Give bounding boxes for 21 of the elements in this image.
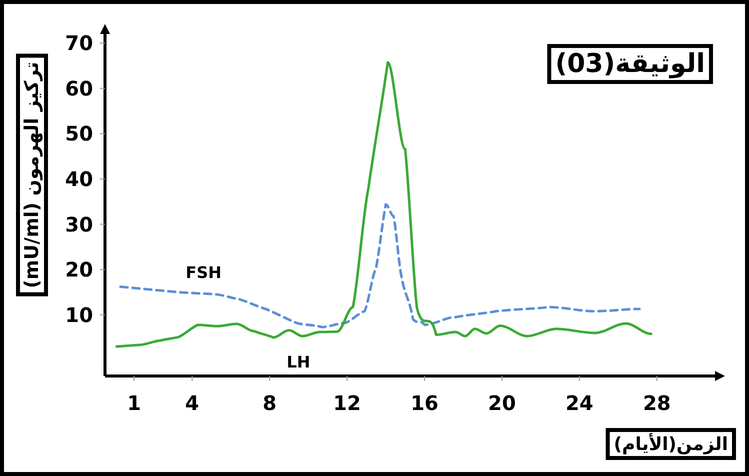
series-label: LH [286, 352, 310, 372]
y-tick-label: 20 [65, 258, 93, 282]
x-tick-label: 16 [410, 391, 438, 415]
x-tick-label: 20 [488, 391, 516, 415]
y-tick-label: 50 [65, 122, 93, 146]
x-tick-label: 1 [127, 391, 142, 415]
line-series [119, 203, 641, 328]
y-tick-label: 40 [65, 166, 93, 191]
x-tick-label: 24 [566, 391, 594, 415]
y-tick-label: 60 [65, 76, 93, 100]
x-tick-label: 12 [333, 391, 361, 415]
x-axis-title: الزمن(الأيام) [614, 433, 728, 455]
text: الوثيقة(03) [555, 49, 705, 79]
series-label: FSH [186, 263, 222, 282]
x-tick-label: 4 [185, 391, 200, 415]
y-tick-label: 70 [65, 31, 93, 56]
x-tick-label: 28 [642, 391, 671, 415]
y-axis-title: تركيز الهرمون (mU/ml) [21, 62, 43, 288]
x-tick-label: 8 [262, 391, 277, 415]
y-tick-label: 10 [65, 302, 93, 327]
y-tick-label: 30 [65, 212, 93, 236]
